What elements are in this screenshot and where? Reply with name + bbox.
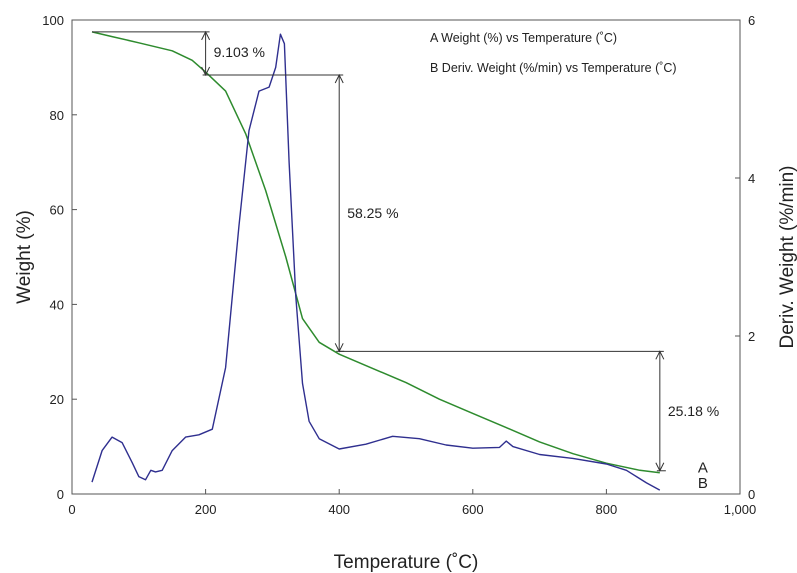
x-tick-label: 200 xyxy=(195,502,217,517)
legend-entry-a: A Weight (%) vs Temperature (˚C) xyxy=(430,31,617,45)
curves: AB xyxy=(91,31,708,492)
y2-tick-label: 0 xyxy=(748,487,755,502)
y-tick-label: 60 xyxy=(50,203,64,218)
annotation-label: 58.25 % xyxy=(347,205,398,221)
annotation-arrowhead xyxy=(334,73,344,84)
y-tick-label: 20 xyxy=(50,392,64,407)
plot-area xyxy=(71,19,741,495)
annotation-arrowhead xyxy=(655,350,665,360)
series-a-label: A xyxy=(698,460,708,477)
y-tick-label: 40 xyxy=(50,297,64,312)
series-a-line xyxy=(91,31,660,474)
annotation-label: 25.18 % xyxy=(668,403,719,419)
y-tick-label: 80 xyxy=(50,108,64,123)
annotation-arrowhead xyxy=(201,30,211,41)
y2-tick-label: 4 xyxy=(748,171,755,186)
annotation-label: 9.103 % xyxy=(214,44,265,60)
y2-axis-title: Deriv. Weight (%/min) xyxy=(777,166,797,349)
legend-entry-b: B Deriv. Weight (%/min) vs Temperature (… xyxy=(430,61,677,75)
y-tick-label: 100 xyxy=(42,13,64,28)
y2-tick-label: 6 xyxy=(748,13,755,28)
y-tick-label: 0 xyxy=(57,487,64,502)
y2-tick-label: 2 xyxy=(748,329,755,344)
series-b-line xyxy=(91,33,661,491)
x-axis-title: Temperature (˚C) xyxy=(334,552,479,573)
x-tick-label: 0 xyxy=(68,502,75,517)
x-tick-label: 1,000 xyxy=(724,502,757,517)
annotations: 9.103 % 58.25 % 25.18 % xyxy=(92,30,719,472)
y-axis-title: Weight (%) xyxy=(14,210,35,304)
x-tick-label: 800 xyxy=(596,502,618,517)
annotation-arrowhead xyxy=(655,462,665,472)
x-tick-label: 400 xyxy=(328,502,350,517)
series-b-label: B xyxy=(698,475,708,492)
x-tick-label: 600 xyxy=(462,502,484,517)
